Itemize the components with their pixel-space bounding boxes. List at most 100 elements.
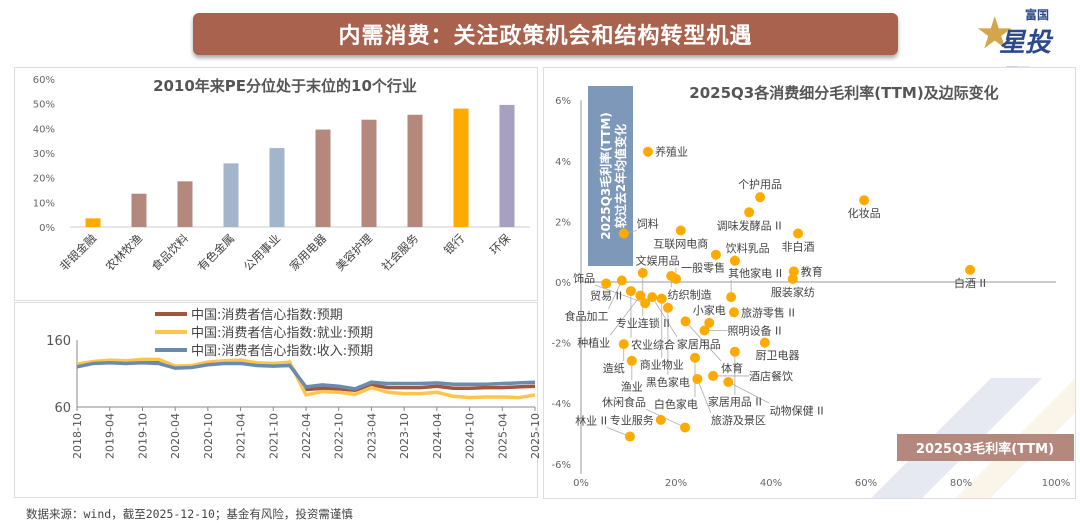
point-label: 体育 <box>721 361 743 375</box>
y-tick-label: 40% <box>33 124 55 135</box>
x-tick-label: 社会服务 <box>379 231 422 274</box>
point-label: 黑色家电 <box>646 375 690 389</box>
series-line-1 <box>76 357 536 400</box>
scatter-point <box>642 146 653 157</box>
y-tick-label: -4% <box>552 399 571 410</box>
x-tick-label: 2022-10 <box>333 413 346 459</box>
point-label: 家居用品 II <box>708 395 762 409</box>
y-tick-label: 60% <box>33 75 55 86</box>
label-leader-line <box>595 284 646 304</box>
bar-家用电器 <box>315 129 331 227</box>
scatter-point <box>626 355 637 366</box>
star-icon: ★ <box>975 8 1015 59</box>
y-tick-label: -6% <box>552 460 571 471</box>
scatter-point <box>788 266 799 277</box>
point-label: 酒店餐饮 <box>749 369 793 383</box>
x-tick-label: 2019-04 <box>104 413 117 459</box>
point-label: 照明设备 II <box>728 323 782 337</box>
point-label: 饮料乳品 <box>726 241 770 255</box>
series-line-2 <box>76 361 536 391</box>
scatter-point <box>729 255 740 266</box>
scatter-point <box>728 307 739 318</box>
scatter-point <box>680 422 691 433</box>
bar-有色金属 <box>223 163 239 227</box>
point-label: 文娱用品 <box>636 254 680 268</box>
x-tick-label: 银行 <box>441 231 467 257</box>
scatter-point <box>744 207 755 218</box>
legend-label: 中国:消费者信心指数:预期 <box>191 308 343 323</box>
bar-非银金融 <box>85 218 101 227</box>
bar-公用事业 <box>269 148 285 227</box>
scatter-point <box>690 352 700 363</box>
x-tick-label: 有色金属 <box>195 231 237 273</box>
scatter-point <box>616 275 627 286</box>
y-tick-label: 6% <box>555 96 571 107</box>
page-title: 内需消费：关注政策机会和结构转型机遇 <box>193 13 898 55</box>
x-tick-label: 食品饮料 <box>149 231 192 274</box>
scatter-point <box>640 298 651 309</box>
series-line-0 <box>76 359 536 393</box>
point-label: 林业 II <box>575 413 607 427</box>
scatter-point <box>656 293 667 304</box>
point-label: 饲料 <box>637 217 659 231</box>
point-label: 专业连锁 II <box>616 316 670 330</box>
label-leader-line <box>728 381 770 404</box>
y-axis-label-line: 2025Q3毛利率(TTM) <box>598 112 613 240</box>
x-tick-label: 2025-04 <box>496 413 509 459</box>
y-tick-label: 0% <box>555 278 571 289</box>
x-tick-label: 美容护理 <box>333 231 376 274</box>
label-leader-line <box>697 378 712 414</box>
point-label: 农业综合 <box>631 338 675 352</box>
x-tick-label: 家用电器 <box>287 231 330 274</box>
point-label: 商业物业 <box>640 358 684 372</box>
point-label: 互联网电商 <box>653 236 708 250</box>
scatter-point <box>618 339 629 350</box>
y-tick-label: 160 <box>46 334 71 349</box>
x-axis-label: 2025Q3毛利率(TTM) <box>916 441 1054 457</box>
bar-环保 <box>499 104 515 227</box>
point-label: 化妆品 <box>848 206 881 220</box>
scatter-point <box>624 431 635 442</box>
x-tick-label: 2019-10 <box>136 413 149 459</box>
point-label: 教育 <box>801 264 823 278</box>
point-label: 一般零售 <box>681 260 725 274</box>
point-label: 养殖业 <box>655 145 688 159</box>
scatter-point <box>787 273 798 284</box>
x-tick-label: 40% <box>760 478 782 489</box>
x-tick-label: 80% <box>950 478 972 489</box>
y-tick-label: 0% <box>39 223 55 234</box>
chart-title: 2010年来PE分位处于末位的10个行业 <box>153 77 417 95</box>
x-tick-label: 2020-10 <box>202 413 215 459</box>
scatter-point <box>662 302 673 313</box>
chart-title: 2025Q3各消费细分毛利率(TTM)及边际变化 <box>689 84 998 102</box>
x-tick-label: 2024-04 <box>431 413 444 459</box>
line-chart: 60 160 2018-10 2019-04 2019-10 2020-04 2020-10… <box>46 308 542 459</box>
y-tick-label: 10% <box>33 198 55 209</box>
point-label: 造纸 <box>603 361 625 375</box>
scatter-point <box>965 264 976 275</box>
point-label: 服装家纺 <box>771 285 815 299</box>
x-tick-label: 2023-10 <box>398 413 411 459</box>
scatter-point <box>708 370 719 381</box>
bar-chart: 2010年来PE分位处于末位的10个行业 0% 10% 20% 30% 40% 50% 60%… <box>33 75 530 274</box>
point-label: 渔业 <box>621 380 643 393</box>
pe-percentile-bar-chart-panel: 2010年来PE分位处于末位的10个行业 0% 10% 20% 30% 40% 50% 60%… <box>14 67 538 301</box>
bar-食品饮料 <box>177 181 193 227</box>
point-label: 旅游零售 II <box>741 305 795 319</box>
y-tick-label: 2% <box>555 217 571 228</box>
x-axis-label-box <box>897 434 1074 461</box>
point-label: 调味发酵品 II <box>717 218 782 232</box>
point-label: 小家电 <box>693 303 726 317</box>
x-tick-label: 2024-10 <box>464 413 477 459</box>
label-leader-line <box>609 295 641 336</box>
point-label: 专业服务 <box>610 413 654 427</box>
point-label: 种植业 <box>577 335 610 349</box>
x-tick-label: 0% <box>573 478 589 489</box>
x-tick-label: 60% <box>855 478 877 489</box>
point-label: 个护用品 <box>738 177 782 191</box>
scatter-point <box>635 290 646 301</box>
brand-logo: ★ 富国 星投顾 <box>975 6 1075 95</box>
point-label: 食品加工 <box>564 309 608 323</box>
x-tick-label: 100% <box>1042 478 1071 489</box>
point-label: 非白酒 <box>782 240 815 254</box>
